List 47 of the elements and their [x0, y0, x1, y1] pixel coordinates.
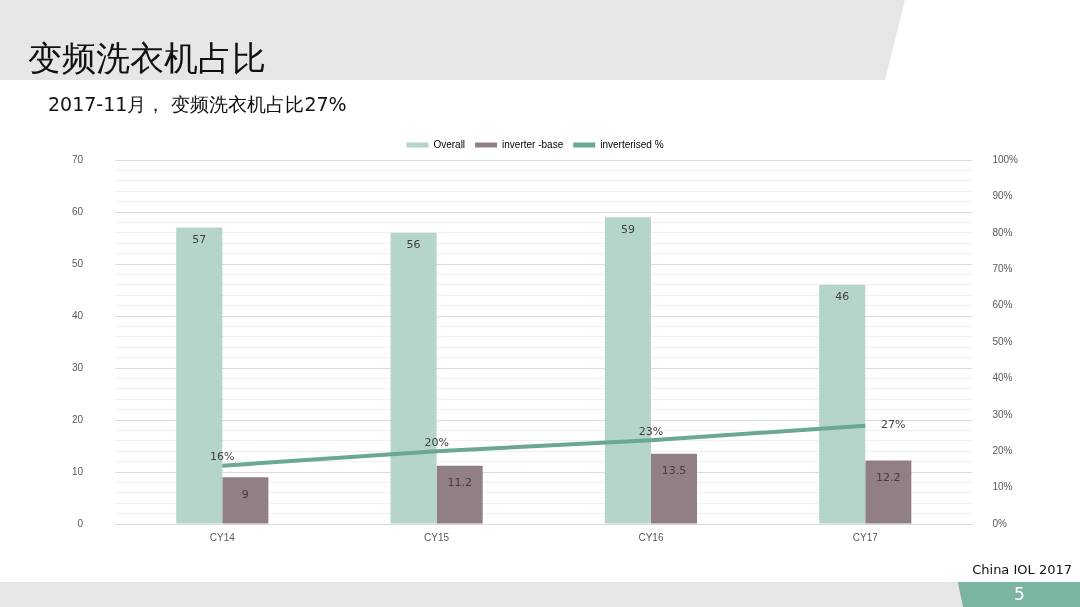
data-label: 12.2 [876, 470, 901, 484]
data-label: 56 [406, 238, 421, 252]
y2-tick-label: 100% [992, 153, 1019, 165]
data-label: 20% [424, 435, 449, 449]
y2-tick-label: 0% [992, 517, 1007, 529]
data-label: 9 [241, 487, 249, 501]
legend-label: inverterised % [600, 138, 664, 150]
y2-tick-label: 40% [992, 372, 1013, 384]
data-label: 57 [192, 232, 207, 246]
data-label: 23% [638, 424, 664, 438]
legend-label: Overall [433, 138, 466, 150]
data-label: 13.5 [661, 464, 687, 478]
x-tick-label: CY15 [424, 531, 450, 543]
y-tick-label: 10 [72, 465, 84, 477]
bar [819, 284, 866, 524]
legend-label: inverter -base [502, 138, 564, 150]
y2-tick-label: 10% [992, 481, 1013, 493]
data-label: 27% [881, 418, 906, 432]
x-tick-label: CY16 [638, 531, 664, 543]
x-tick-label: CY14 [209, 531, 236, 543]
y-tick-label: 40 [72, 309, 84, 321]
data-label: 11.2 [447, 476, 472, 490]
y2-tick-label: 20% [992, 444, 1013, 456]
y-tick-label: 0 [77, 517, 84, 529]
chart-title: 变频洗衣机占比 [28, 37, 266, 80]
y2-tick-label: 70% [992, 262, 1013, 274]
bar [865, 460, 912, 524]
data-label: 46 [835, 290, 850, 304]
text: 5 [1014, 584, 1025, 604]
y2-tick-label: 90% [992, 190, 1013, 202]
y2-tick-label: 50% [992, 335, 1013, 347]
chart-subtitle: 2017-11月， 变频洗衣机占比27% [48, 92, 347, 117]
y-tick-label: 50 [72, 257, 84, 269]
y2-tick-label: 60% [992, 299, 1013, 311]
x-tick-label: CY17 [852, 531, 879, 543]
data-label: 16% [210, 450, 235, 464]
bar [650, 453, 698, 524]
bar [436, 465, 483, 524]
y-tick-label: 20 [72, 413, 84, 425]
y-tick-label: 30 [72, 361, 84, 373]
text: China IOL 2017 [972, 562, 1072, 577]
bar [222, 477, 269, 524]
y-tick-label: 70 [72, 153, 84, 165]
y2-tick-label: 80% [992, 226, 1013, 238]
y2-tick-label: 30% [992, 408, 1013, 420]
y-tick-label: 60 [72, 205, 84, 217]
data-label: 59 [620, 222, 635, 236]
